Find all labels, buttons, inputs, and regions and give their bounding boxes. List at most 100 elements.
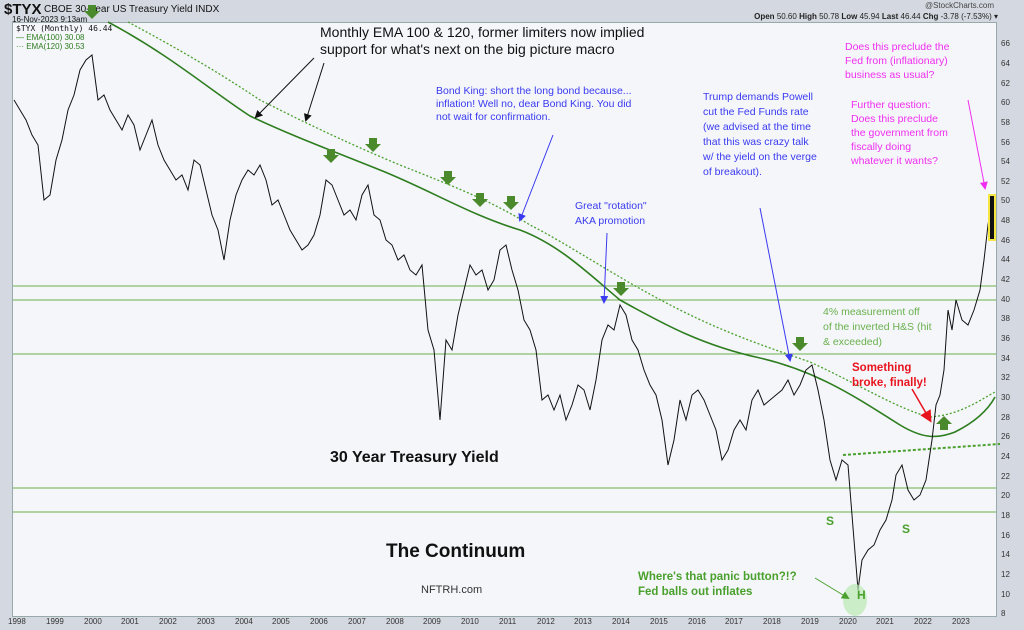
legend-ema100: — EMA(100) 30.08 (16, 33, 85, 42)
x-tick: 2012 (537, 617, 555, 626)
legend-ema120: ··· EMA(120) 30.53 (16, 42, 85, 51)
y-tick: 16 (1001, 531, 1010, 540)
y-tick: 40 (1001, 295, 1010, 304)
y-tick: 42 (1001, 275, 1010, 284)
site-label: NFTRH.com (421, 584, 483, 596)
chart-date: 16-Nov-2023 9:13am (12, 15, 88, 24)
x-tick: 2007 (348, 617, 366, 626)
broke-note: Something broke, finally! (852, 362, 927, 389)
x-tick: 2001 (121, 617, 139, 626)
x-tick: 2006 (310, 617, 328, 626)
x-tick: 2003 (197, 617, 215, 626)
y-tick: 14 (1001, 550, 1010, 559)
rotation-arrow (600, 232, 609, 304)
y-tick: 60 (1001, 98, 1010, 107)
y-tick: 24 (1001, 452, 1010, 461)
ema100-line (107, 21, 996, 438)
x-tick: 2014 (612, 617, 630, 626)
y-tick: 44 (1001, 255, 1010, 264)
last-label: Last (881, 12, 899, 21)
chevron-down-icon[interactable]: ▾ (993, 12, 998, 21)
x-tick: 1998 (8, 617, 26, 626)
y-tick: 32 (1001, 373, 1010, 382)
measurement-note: 4% measurement off of the inverted H&S (… (823, 306, 932, 348)
chg-label: Chg (922, 12, 939, 21)
y-tick: 10 (1001, 590, 1010, 599)
price-candles (13, 54, 995, 591)
y-tick: 46 (1001, 236, 1010, 245)
low-value: 45.94 (859, 12, 880, 21)
x-tick: 2017 (725, 617, 743, 626)
continuum-title: The Continuum (386, 541, 526, 562)
chart-plot-area[interactable] (12, 22, 997, 617)
last-value: 46.44 (900, 12, 921, 21)
y-tick: 52 (1001, 177, 1010, 186)
y-tick: 50 (1001, 196, 1010, 205)
x-tick: 2009 (423, 617, 441, 626)
fed-question-note: Does this preclude the Fed from (inflati… (845, 41, 950, 81)
ticker-symbol: $TYX (4, 1, 42, 18)
hs-neckline (842, 443, 1001, 456)
y-tick: 26 (1001, 432, 1010, 441)
y-tick: 34 (1001, 354, 1010, 363)
y-tick: 48 (1001, 216, 1010, 225)
horizontal-levels (13, 285, 996, 513)
x-tick: 2000 (84, 617, 102, 626)
ema-note: Monthly EMA 100 & 120, former limiters n… (320, 24, 645, 57)
x-tick: 2002 (159, 617, 177, 626)
y-tick: 62 (1001, 79, 1010, 88)
chart-header: $TYX CBOE 30-Year US Treasury Yield INDX… (0, 0, 1024, 24)
y-tick: 18 (1001, 511, 1010, 520)
support-marker (936, 416, 952, 430)
x-tick: 2016 (688, 617, 706, 626)
x-tick: 2022 (914, 617, 932, 626)
x-tick: 2020 (839, 617, 857, 626)
high-label: High (799, 12, 817, 21)
y-tick: 56 (1001, 138, 1010, 147)
x-tick: 2010 (461, 617, 479, 626)
x-tick: 2005 (272, 617, 290, 626)
ticker-name: CBOE 30-Year US Treasury Yield INDX (44, 4, 220, 15)
chg-value: -3.78 (-7.53%) (940, 12, 992, 21)
x-tick: 2011 (499, 617, 517, 626)
copyright: @StockCharts.com (924, 1, 994, 10)
panic-note: Where's that panic button?!? Fed balls o… (638, 571, 797, 598)
open-value: 50.60 (776, 12, 797, 21)
y-tick: 54 (1001, 157, 1010, 166)
y-tick: 20 (1001, 491, 1010, 500)
left-shoulder-label: S (826, 514, 835, 528)
x-tick: 2021 (876, 617, 894, 626)
y-tick: 66 (1001, 39, 1010, 48)
x-tick: 2023 (952, 617, 970, 626)
ema-arrow-2 (303, 62, 325, 122)
bond-king-arrow (518, 134, 554, 222)
right-shoulder-label: S (902, 522, 911, 536)
x-tick: 2015 (650, 617, 668, 626)
open-label: Open (754, 12, 775, 21)
ohlc-summary: Open 50.60 High 50.78 Low 45.94 Last 46.… (754, 12, 998, 21)
y-tick: 28 (1001, 413, 1010, 422)
trump-arrow (759, 207, 793, 362)
y-tick: 8 (1001, 609, 1006, 618)
x-tick: 2013 (574, 617, 592, 626)
gov-question-note: Further question: Does this preclude the… (851, 99, 948, 167)
y-tick: 64 (1001, 59, 1010, 68)
x-tick: 2008 (386, 617, 404, 626)
last-candle-highlight (988, 194, 996, 241)
y-tick: 30 (1001, 393, 1010, 402)
panic-arrow (814, 577, 850, 600)
bond-king-note: Bond King: short the long bond because..… (436, 85, 632, 123)
y-tick: 22 (1001, 472, 1010, 481)
chart-legend: $TYX (Monthly) 46.44 — EMA(100) 30.08 ··… (16, 24, 112, 51)
high-value: 50.78 (819, 12, 840, 21)
y-tick: 36 (1001, 334, 1010, 343)
trump-note: Trump demands Powell cut the Fed Funds r… (703, 91, 817, 178)
x-tick: 2018 (763, 617, 781, 626)
y-tick: 12 (1001, 570, 1010, 579)
x-tick: 1999 (46, 617, 64, 626)
ema-arrow-1 (254, 57, 315, 119)
x-tick: 2004 (235, 617, 253, 626)
head-label: H (857, 588, 866, 602)
y-tick: 58 (1001, 118, 1010, 127)
